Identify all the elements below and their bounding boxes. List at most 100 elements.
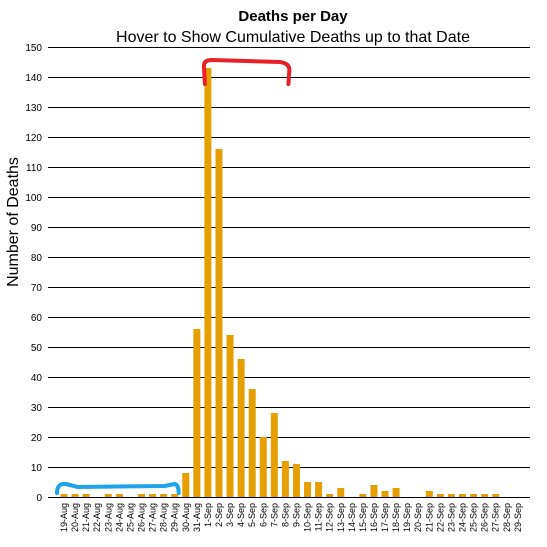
x-tick-label: 22-Sep	[435, 503, 445, 532]
y-tick-label: 30	[31, 403, 43, 414]
x-axis-ticks: 19-Aug 20-Aug 21-Aug 22-Aug 23-Aug 24-Aug 25-A…	[59, 503, 523, 532]
annotation-bracket	[201, 58, 292, 86]
bar[interactable]	[270, 413, 278, 497]
y-tick-label: 120	[25, 133, 42, 144]
bar[interactable]	[237, 359, 245, 497]
x-tick-label: 9-Sep	[291, 503, 301, 527]
y-tick-label: 40	[31, 373, 43, 384]
gridlines	[48, 47, 530, 498]
x-tick-label: 16-Sep	[369, 503, 379, 532]
x-tick-label: 24-Sep	[458, 503, 468, 532]
x-tick-label: 28-Sep	[502, 503, 512, 532]
y-tick-label: 90	[31, 223, 43, 234]
bar[interactable]	[160, 494, 168, 497]
x-tick-label: 20-Sep	[413, 503, 423, 532]
bar[interactable]	[259, 437, 267, 497]
bar[interactable]	[60, 494, 68, 497]
x-tick-label: 26-Aug	[136, 503, 146, 532]
chart-subtitle: Hover to Show Cumulative Deaths up to th…	[116, 29, 470, 46]
x-tick-label: 29-Aug	[170, 503, 180, 532]
x-tick-label: 31-Aug	[192, 503, 202, 532]
x-tick-label: 21-Sep	[424, 503, 434, 532]
bar[interactable]	[182, 473, 190, 497]
y-tick-label: 60	[31, 313, 43, 324]
bar[interactable]	[447, 494, 455, 497]
y-tick-label: 110	[26, 163, 42, 174]
y-tick-label: 20	[31, 433, 43, 444]
x-tick-label: 23-Sep	[446, 503, 456, 532]
bar[interactable]	[481, 494, 489, 497]
x-tick-label: 22-Aug	[92, 503, 102, 532]
y-tick-label: 100	[25, 193, 42, 204]
x-tick-label: 24-Aug	[114, 503, 124, 532]
x-tick-label: 19-Sep	[402, 503, 412, 532]
bar[interactable]	[392, 488, 400, 497]
x-tick-label: 18-Sep	[391, 503, 401, 532]
y-tick-label: 50	[31, 343, 43, 354]
bar[interactable]	[381, 491, 389, 497]
x-tick-label: 3-Sep	[225, 503, 235, 527]
x-tick-label: 1-Sep	[203, 503, 213, 527]
bar[interactable]	[248, 389, 256, 497]
y-axis-label: Number of Deaths	[5, 157, 22, 287]
x-tick-label: 13-Sep	[336, 503, 346, 532]
bar[interactable]	[304, 482, 312, 497]
bar[interactable]	[470, 494, 478, 497]
x-tick-label: 10-Sep	[303, 503, 313, 532]
y-tick-label: 70	[31, 283, 43, 294]
y-axis-ticks: 0 10 20 30 40 50 60 70 80 90 100 110 120 130 140 150	[25, 43, 42, 504]
x-tick-label: 2-Sep	[214, 503, 224, 527]
bar[interactable]	[315, 482, 323, 497]
x-tick-label: 17-Sep	[380, 503, 390, 532]
bar[interactable]	[281, 461, 289, 497]
x-tick-label: 29-Sep	[513, 503, 523, 532]
bar[interactable]	[425, 491, 433, 497]
bar[interactable]	[149, 494, 157, 497]
bar[interactable]	[337, 488, 345, 497]
bar[interactable]	[359, 494, 367, 497]
y-tick-label: 0	[36, 493, 42, 504]
y-tick-label: 130	[25, 103, 42, 114]
x-tick-label: 4-Sep	[236, 503, 246, 527]
x-tick-label: 14-Sep	[347, 503, 357, 532]
x-tick-label: 28-Aug	[159, 503, 169, 532]
chart-title: Deaths per Day	[238, 8, 348, 25]
bar[interactable]	[292, 464, 300, 497]
x-tick-label: 25-Aug	[125, 503, 135, 532]
bars	[60, 68, 500, 497]
bar[interactable]	[215, 149, 223, 497]
x-tick-label: 5-Sep	[247, 503, 257, 527]
bar[interactable]	[115, 494, 123, 497]
bar[interactable]	[326, 494, 334, 497]
bar[interactable]	[171, 494, 179, 497]
x-tick-label: 20-Aug	[70, 503, 80, 532]
y-tick-label: 140	[25, 73, 42, 84]
bar[interactable]	[492, 494, 500, 497]
bar[interactable]	[71, 494, 79, 497]
x-tick-label: 26-Sep	[480, 503, 490, 532]
x-tick-label: 12-Sep	[325, 503, 335, 532]
bar[interactable]	[459, 494, 467, 497]
y-tick-label: 80	[31, 253, 43, 264]
x-tick-label: 7-Sep	[269, 503, 279, 527]
bar[interactable]	[204, 68, 212, 497]
annotations	[55, 58, 292, 495]
bar[interactable]	[137, 494, 145, 497]
x-tick-label: 27-Aug	[148, 503, 158, 532]
bar[interactable]	[82, 494, 90, 497]
y-tick-label: 150	[25, 43, 42, 54]
annotation-bracket	[55, 481, 181, 495]
bar[interactable]	[104, 494, 112, 497]
x-tick-label: 15-Sep	[358, 503, 368, 532]
bar[interactable]	[436, 494, 444, 497]
x-tick-label: 11-Sep	[314, 503, 324, 531]
x-tick-label: 8-Sep	[280, 503, 290, 527]
x-tick-label: 25-Sep	[469, 503, 479, 532]
bar[interactable]	[226, 335, 234, 497]
x-tick-label: 21-Aug	[81, 503, 91, 532]
bar[interactable]	[193, 329, 201, 497]
bar[interactable]	[370, 485, 378, 497]
x-tick-label: 19-Aug	[59, 503, 69, 532]
x-tick-label: 30-Aug	[181, 503, 191, 532]
